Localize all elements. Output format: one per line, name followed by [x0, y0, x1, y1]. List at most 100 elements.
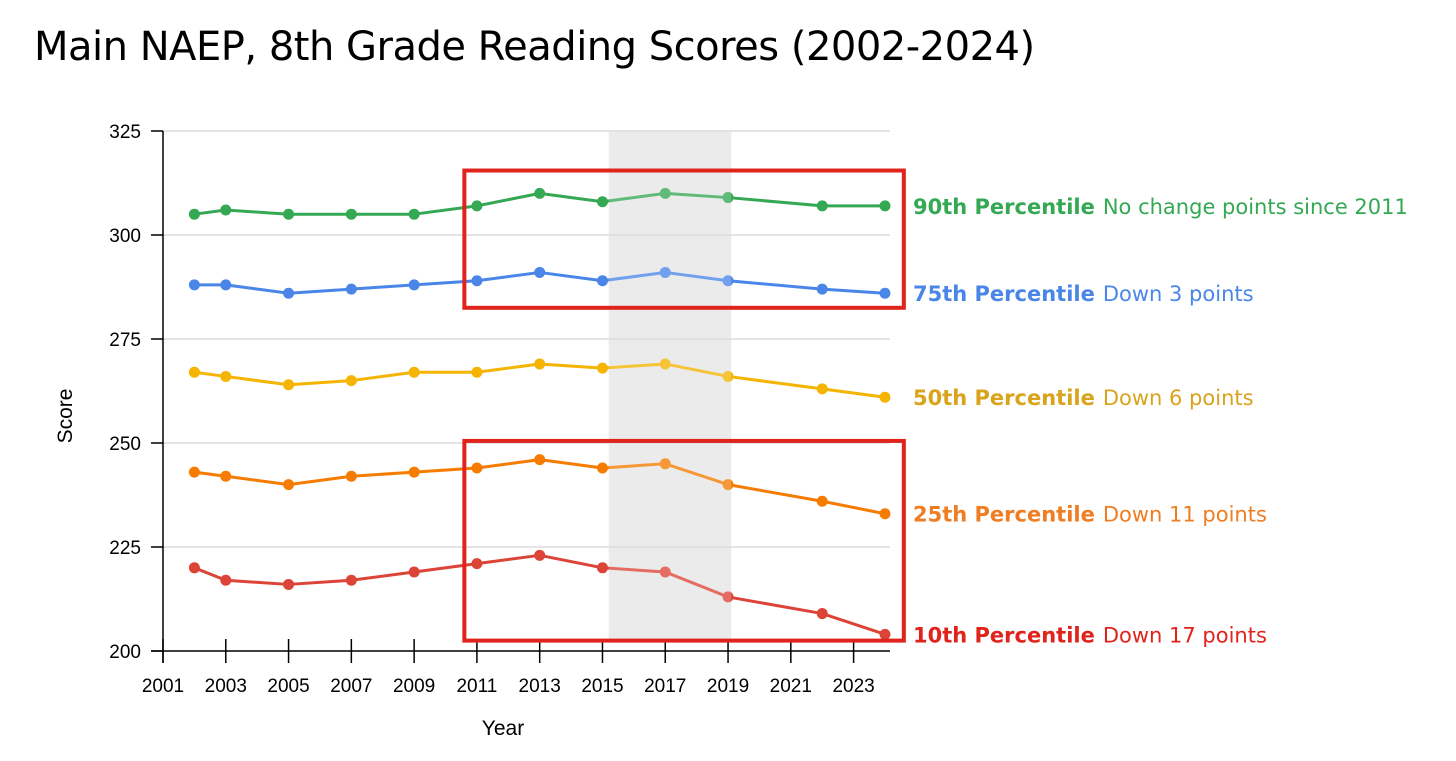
x-tick-label: 2013 — [519, 676, 561, 697]
axes-layer: 200 225 250 275 300 325 2001 2003 2005 2007 2009 20… — [109, 122, 890, 697]
series-label-name: 50th Percentile — [913, 386, 1095, 410]
data-point — [283, 379, 295, 391]
x-tick-label: 2001 — [142, 676, 184, 697]
data-point — [816, 200, 828, 212]
gridlines-layer — [163, 130, 890, 548]
data-point — [659, 266, 671, 278]
series-label: 25th Percentile Down 11 points — [913, 503, 1267, 527]
x-tick-label: 2017 — [644, 676, 686, 697]
series-labels-layer: 90th Percentile No change points since 20… — [913, 195, 1408, 647]
data-point — [471, 366, 483, 378]
x-tick-label: 2015 — [581, 676, 623, 697]
series-label-note: Down 6 points — [1103, 386, 1254, 410]
series-line-25th-percentile — [194, 458, 886, 516]
data-point — [408, 566, 420, 578]
data-point — [408, 466, 420, 478]
data-point — [283, 208, 295, 220]
series-label-name: 25th Percentile — [913, 503, 1095, 527]
data-point — [220, 370, 232, 382]
series-label: 50th Percentile Down 6 points — [913, 386, 1254, 410]
data-point — [722, 370, 734, 382]
y-tick-label: 225 — [109, 538, 141, 559]
data-point — [188, 366, 200, 378]
data-point — [596, 562, 608, 574]
series-label-name: 10th Percentile — [913, 623, 1095, 647]
data-point — [534, 187, 546, 199]
series-label: 90th Percentile No change points since 20… — [913, 195, 1408, 219]
y-axis-title: Score — [54, 389, 77, 444]
data-point — [596, 362, 608, 374]
y-tick-label: 325 — [109, 122, 141, 143]
data-point — [816, 608, 828, 620]
series-points-layer — [188, 187, 891, 640]
y-tick-label: 250 — [109, 434, 141, 455]
data-point — [471, 462, 483, 474]
series-label-note: Down 3 points — [1103, 282, 1254, 306]
x-tick-label: 2023 — [832, 676, 874, 697]
series-label: 75th Percentile Down 3 points — [913, 282, 1254, 306]
data-point — [722, 192, 734, 204]
x-tick-label: 2005 — [267, 676, 309, 697]
data-point — [283, 479, 295, 491]
x-tick-label: 2009 — [393, 676, 435, 697]
data-point — [879, 200, 891, 212]
data-point — [345, 574, 357, 586]
data-point — [345, 208, 357, 220]
series-lines-layer — [193, 191, 886, 636]
y-tick-label: 275 — [109, 330, 141, 351]
data-point — [879, 391, 891, 403]
data-point — [283, 287, 295, 299]
data-point — [220, 574, 232, 586]
series-label-name: 75th Percentile — [913, 282, 1095, 306]
x-tick-label: 2021 — [770, 676, 812, 697]
data-point — [471, 275, 483, 287]
x-tick-label: 2019 — [707, 676, 749, 697]
data-point — [596, 275, 608, 287]
x-tick-label: 2003 — [205, 676, 247, 697]
data-point — [408, 279, 420, 291]
data-point — [220, 470, 232, 482]
highlight-boxes-layer — [462, 131, 906, 643]
data-point — [816, 283, 828, 295]
data-point — [220, 204, 232, 216]
data-point — [188, 208, 200, 220]
data-point — [408, 208, 420, 220]
series-label-name: 90th Percentile — [913, 195, 1095, 219]
series-label: 10th Percentile Down 17 points — [913, 623, 1267, 647]
data-point — [816, 383, 828, 395]
data-point — [345, 470, 357, 482]
data-point — [471, 200, 483, 212]
data-point — [659, 187, 671, 199]
data-point — [722, 479, 734, 491]
data-point — [816, 495, 828, 507]
shaded-region — [608, 131, 732, 639]
data-point — [345, 283, 357, 295]
x-axis-title: Year — [482, 717, 524, 740]
data-point — [596, 196, 608, 208]
data-point — [345, 375, 357, 387]
data-point — [534, 454, 546, 466]
data-point — [188, 562, 200, 574]
data-point — [188, 279, 200, 291]
x-tick-label: 2011 — [456, 676, 497, 697]
data-point — [534, 549, 546, 561]
data-point — [471, 558, 483, 570]
data-point — [659, 566, 671, 578]
highlight-box — [462, 438, 906, 643]
data-point — [596, 462, 608, 474]
data-point — [879, 628, 891, 640]
y-tick-label: 300 — [109, 226, 141, 247]
data-point — [722, 275, 734, 287]
data-point — [188, 466, 200, 478]
data-point — [659, 458, 671, 470]
series-line-90th-percentile — [194, 191, 885, 216]
shaded-region-overlay — [608, 131, 732, 639]
chart-title: Main NAEP, 8th Grade Reading Scores (200… — [34, 24, 1035, 70]
series-line-50th-percentile — [194, 362, 886, 399]
data-point — [283, 578, 295, 590]
data-point — [722, 591, 734, 603]
series-line-75th-percentile — [194, 270, 886, 295]
data-point — [408, 366, 420, 378]
data-point — [534, 266, 546, 278]
series-line-10th-percentile — [193, 553, 886, 636]
